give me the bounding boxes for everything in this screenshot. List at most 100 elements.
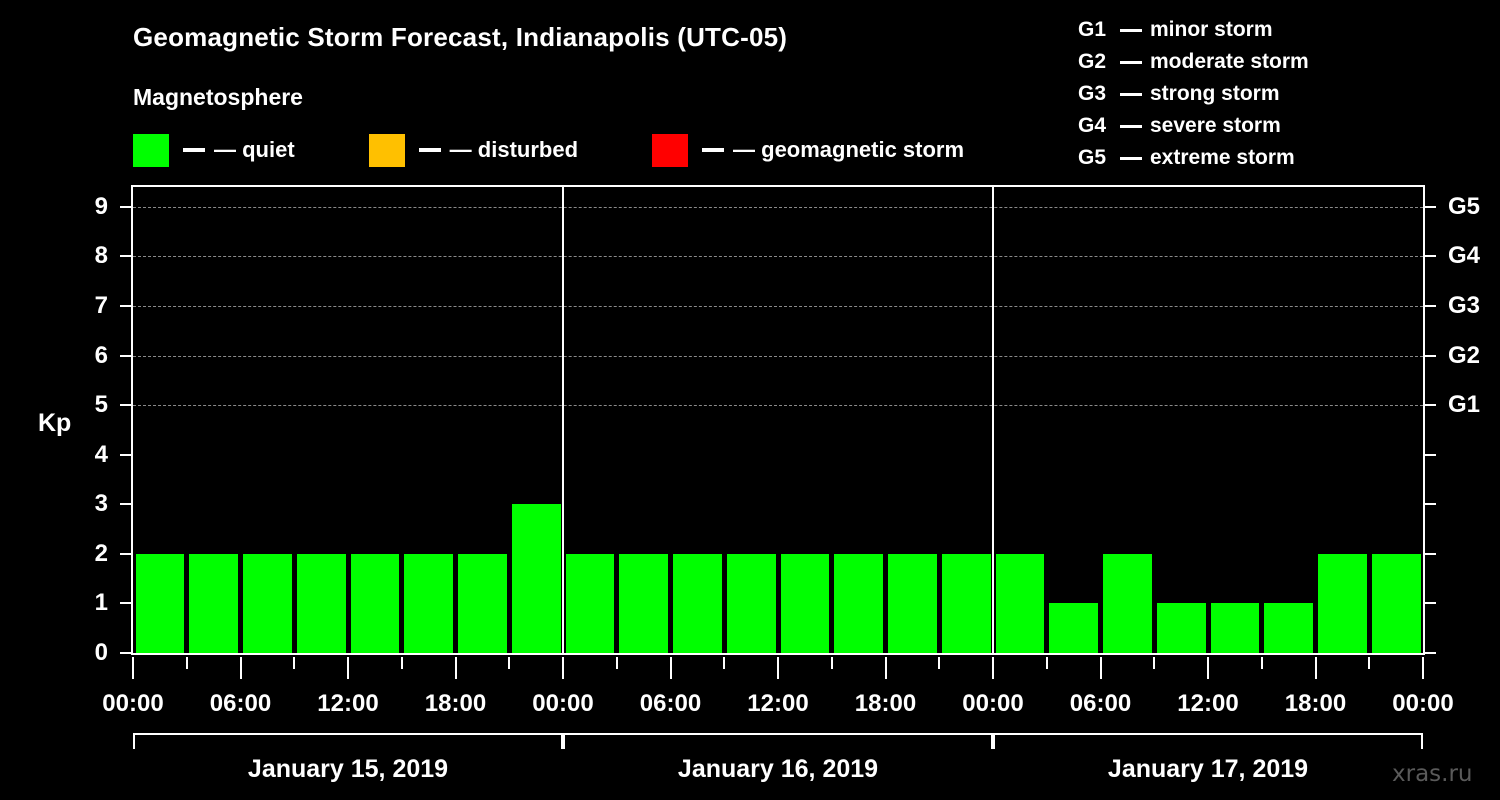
disturbed-swatch: [368, 133, 405, 167]
g-scale-row-g4: G4 severe storm: [1078, 110, 1309, 142]
y-tick-mark: [120, 652, 131, 654]
x-tick-minor: [1368, 657, 1371, 669]
g-axis-tick-mark: [1425, 404, 1436, 407]
g-axis-label-g3: G3: [1448, 291, 1481, 319]
y-tick-label: 5: [94, 391, 108, 419]
gridline: [133, 355, 1423, 357]
g-scale-code: G4: [1078, 114, 1107, 137]
kp-bar: [1264, 603, 1313, 653]
day-label: January 16, 2019: [677, 755, 879, 783]
kp-bar: [888, 553, 937, 653]
kp-bar: [1371, 553, 1421, 653]
g-axis-label-g1: G1: [1448, 391, 1481, 419]
g-axis-label-g5: G5: [1448, 192, 1481, 220]
legend-dash-icon: [1120, 124, 1142, 128]
kp-bar: [296, 553, 346, 653]
kp-bar: [995, 553, 1045, 653]
x-tick-label: 00:00: [962, 690, 1024, 717]
kp-bar: [1049, 603, 1098, 653]
g-axis-tick-mark: [1425, 602, 1436, 605]
x-tick-major: [454, 657, 457, 679]
legend-item-quiet: — quiet: [133, 133, 295, 167]
day-bracket: [133, 733, 563, 749]
kp-bar: [243, 553, 292, 653]
x-tick-label: 18:00: [854, 690, 917, 717]
g-axis-tick-mark: [1425, 354, 1436, 357]
kp-bar: [135, 553, 185, 653]
y-tick-mark: [120, 205, 131, 208]
y-tick-mark: [120, 255, 131, 258]
legend-label-disturbed: — disturbed: [449, 137, 579, 162]
y-tick-label: 7: [94, 291, 108, 319]
g-axis-tick-mark: [1425, 255, 1436, 258]
x-tick-minor: [508, 657, 511, 669]
kp-bar: [511, 504, 561, 653]
x-tick-major: [992, 657, 994, 679]
x-tick-major: [1314, 657, 1317, 679]
x-tick-label: 00:00: [1392, 690, 1454, 717]
g-scale-desc: severe storm: [1150, 114, 1281, 137]
kp-bar: [1156, 603, 1206, 653]
x-tick-label: 06:00: [639, 690, 702, 717]
x-tick-major: [132, 657, 134, 679]
g-scale-desc: extreme storm: [1150, 146, 1295, 169]
g-scale-row-g5: G5 extreme storm: [1078, 142, 1309, 174]
legend-dash-icon: [183, 148, 205, 152]
storm-swatch: [652, 133, 689, 167]
activity-legend: — quiet — disturbed — geomagnetic storm: [133, 132, 964, 168]
y-tick-label: 0: [94, 639, 108, 666]
g-scale-row-g1: G1 minor storm: [1078, 14, 1309, 46]
gridline: [133, 256, 1423, 258]
legend-dash-icon: [702, 148, 725, 152]
y-tick-mark: [120, 602, 131, 605]
day-bracket: [563, 733, 993, 749]
g-scale-code: G3: [1078, 82, 1107, 105]
y-tick-mark: [120, 404, 131, 407]
kp-bar: [834, 553, 883, 653]
legend-dash-icon: [1120, 60, 1142, 64]
kp-bar: [1103, 553, 1152, 653]
kp-bar: [941, 553, 991, 653]
y-tick-label: 2: [94, 539, 108, 567]
kp-bar: [673, 553, 722, 653]
x-tick-major: [347, 657, 349, 679]
x-tick-label: 18:00: [424, 690, 487, 717]
x-tick-major: [1099, 657, 1102, 679]
kp-bar: [1210, 603, 1260, 653]
x-tick-label: 00:00: [102, 690, 164, 717]
x-tick-major: [777, 657, 779, 679]
legend-item-storm: — geomagnetic storm: [652, 133, 964, 167]
g-axis-tick-mark: [1425, 552, 1436, 555]
y-tick-mark: [120, 304, 131, 307]
gridline: [133, 206, 1423, 208]
y-tick-mark: [120, 552, 131, 555]
day-label: January 15, 2019: [247, 755, 449, 783]
day-label: January 17, 2019: [1107, 755, 1309, 783]
y-tick-label: 4: [94, 440, 108, 468]
y-axis-label: Kp: [38, 409, 72, 437]
x-tick-minor: [938, 657, 941, 669]
x-tick-minor: [400, 657, 403, 669]
x-tick-label: 12:00: [1177, 690, 1239, 717]
kp-bar: [404, 553, 453, 653]
y-tick-mark: [120, 503, 131, 506]
g-scale-code: G5: [1078, 146, 1107, 169]
x-tick-label: 18:00: [1284, 690, 1347, 717]
y-tick-mark: [120, 453, 131, 456]
y-tick-label: 6: [94, 341, 108, 369]
legend-dash-icon: [418, 148, 441, 152]
legend-dash-icon: [1120, 28, 1142, 32]
x-tick-label: 06:00: [1069, 690, 1132, 717]
g-scale-desc: moderate storm: [1150, 50, 1309, 73]
g-axis-tick-mark: [1425, 503, 1436, 506]
kp-bar: [780, 553, 830, 653]
y-tick-label: 3: [94, 490, 108, 518]
quiet-swatch: [133, 133, 169, 167]
kp-bar: [189, 553, 238, 653]
g-scale-code: G1: [1078, 18, 1107, 41]
y-tick-mark: [120, 354, 131, 357]
g-scale-row-g3: G3 strong storm: [1078, 78, 1309, 110]
g-scale-desc: minor storm: [1150, 18, 1273, 41]
kp-bar: [726, 553, 776, 653]
x-tick-major: [669, 657, 672, 679]
